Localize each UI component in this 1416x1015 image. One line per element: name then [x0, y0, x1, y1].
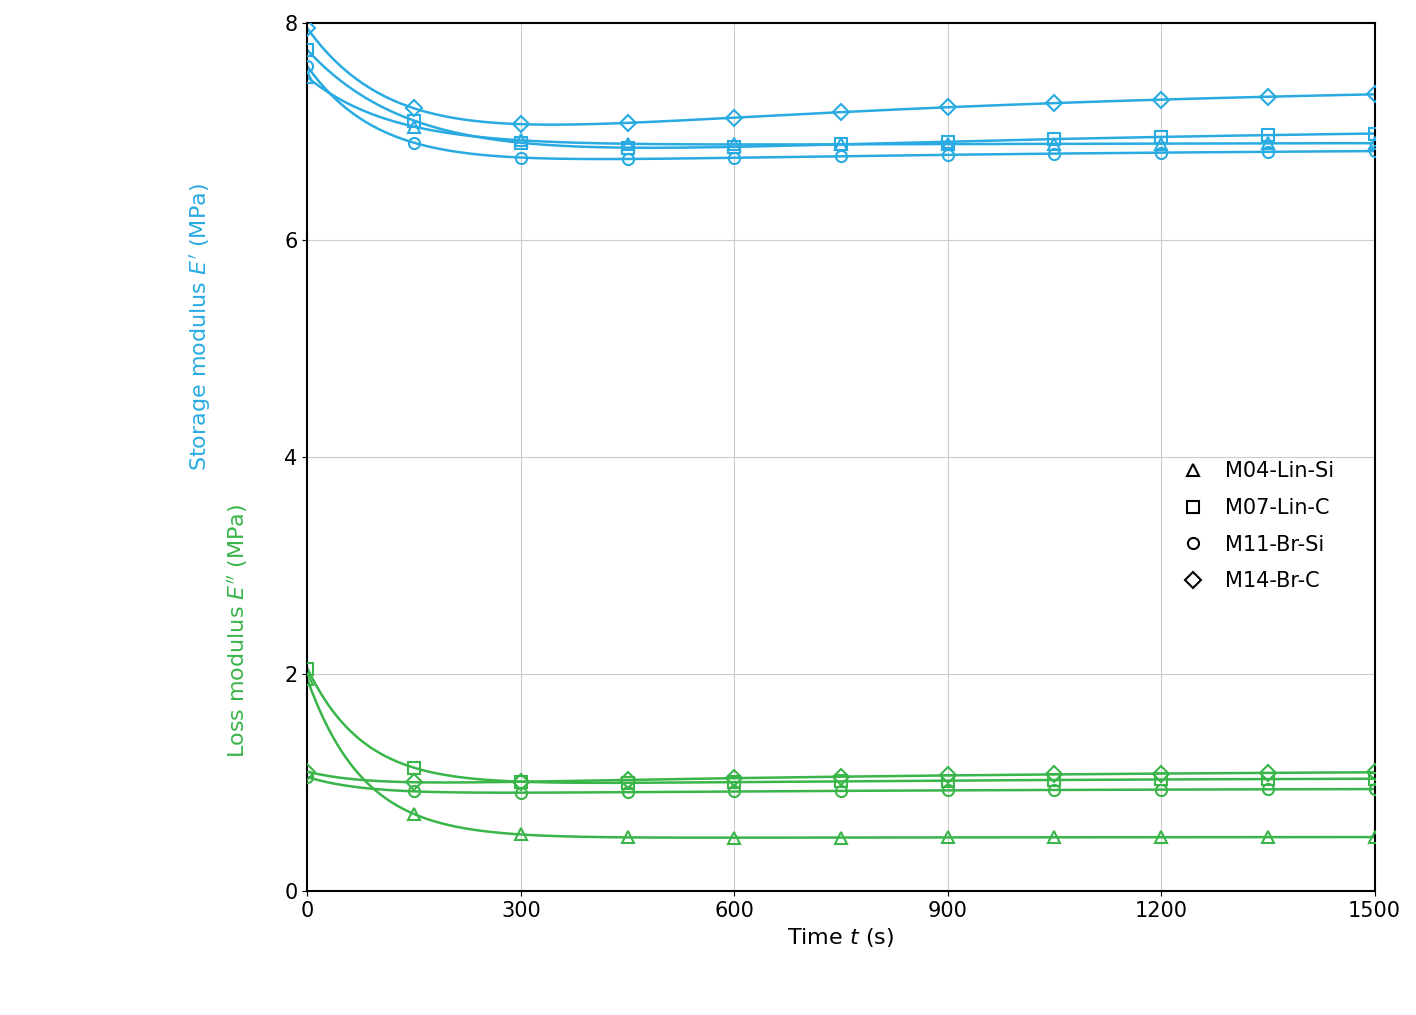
Legend: M04-Lin-Si, M07-Lin-C, M11-Br-Si, M14-Br-C: M04-Lin-Si, M07-Lin-C, M11-Br-Si, M14-Br… [1170, 453, 1342, 600]
Text: Loss modulus $E''$ (MPa): Loss modulus $E''$ (MPa) [225, 503, 251, 757]
Text: Storage modulus $E'$ (MPa): Storage modulus $E'$ (MPa) [188, 183, 214, 471]
X-axis label: Time $t$ (s): Time $t$ (s) [787, 927, 895, 949]
